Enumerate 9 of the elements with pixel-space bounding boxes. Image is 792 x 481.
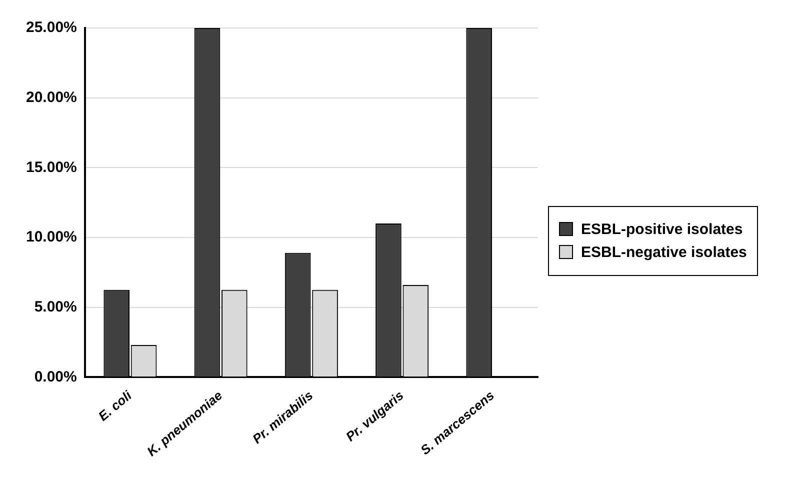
- y-tick-label: 20.00%: [26, 88, 77, 106]
- legend-label: ESBL-negative isolates: [581, 244, 747, 260]
- y-tick-label: 15.00%: [26, 158, 77, 176]
- y-tick-label: 10.00%: [26, 228, 77, 246]
- x-tick-label: E. coli: [95, 387, 135, 424]
- legend-label: ESBL-positive isolates: [581, 220, 743, 238]
- y-tick-label: 25.00%: [26, 19, 77, 36]
- y-tick-label: 5.00%: [34, 298, 77, 316]
- y-tick-label: 0.00%: [34, 368, 77, 386]
